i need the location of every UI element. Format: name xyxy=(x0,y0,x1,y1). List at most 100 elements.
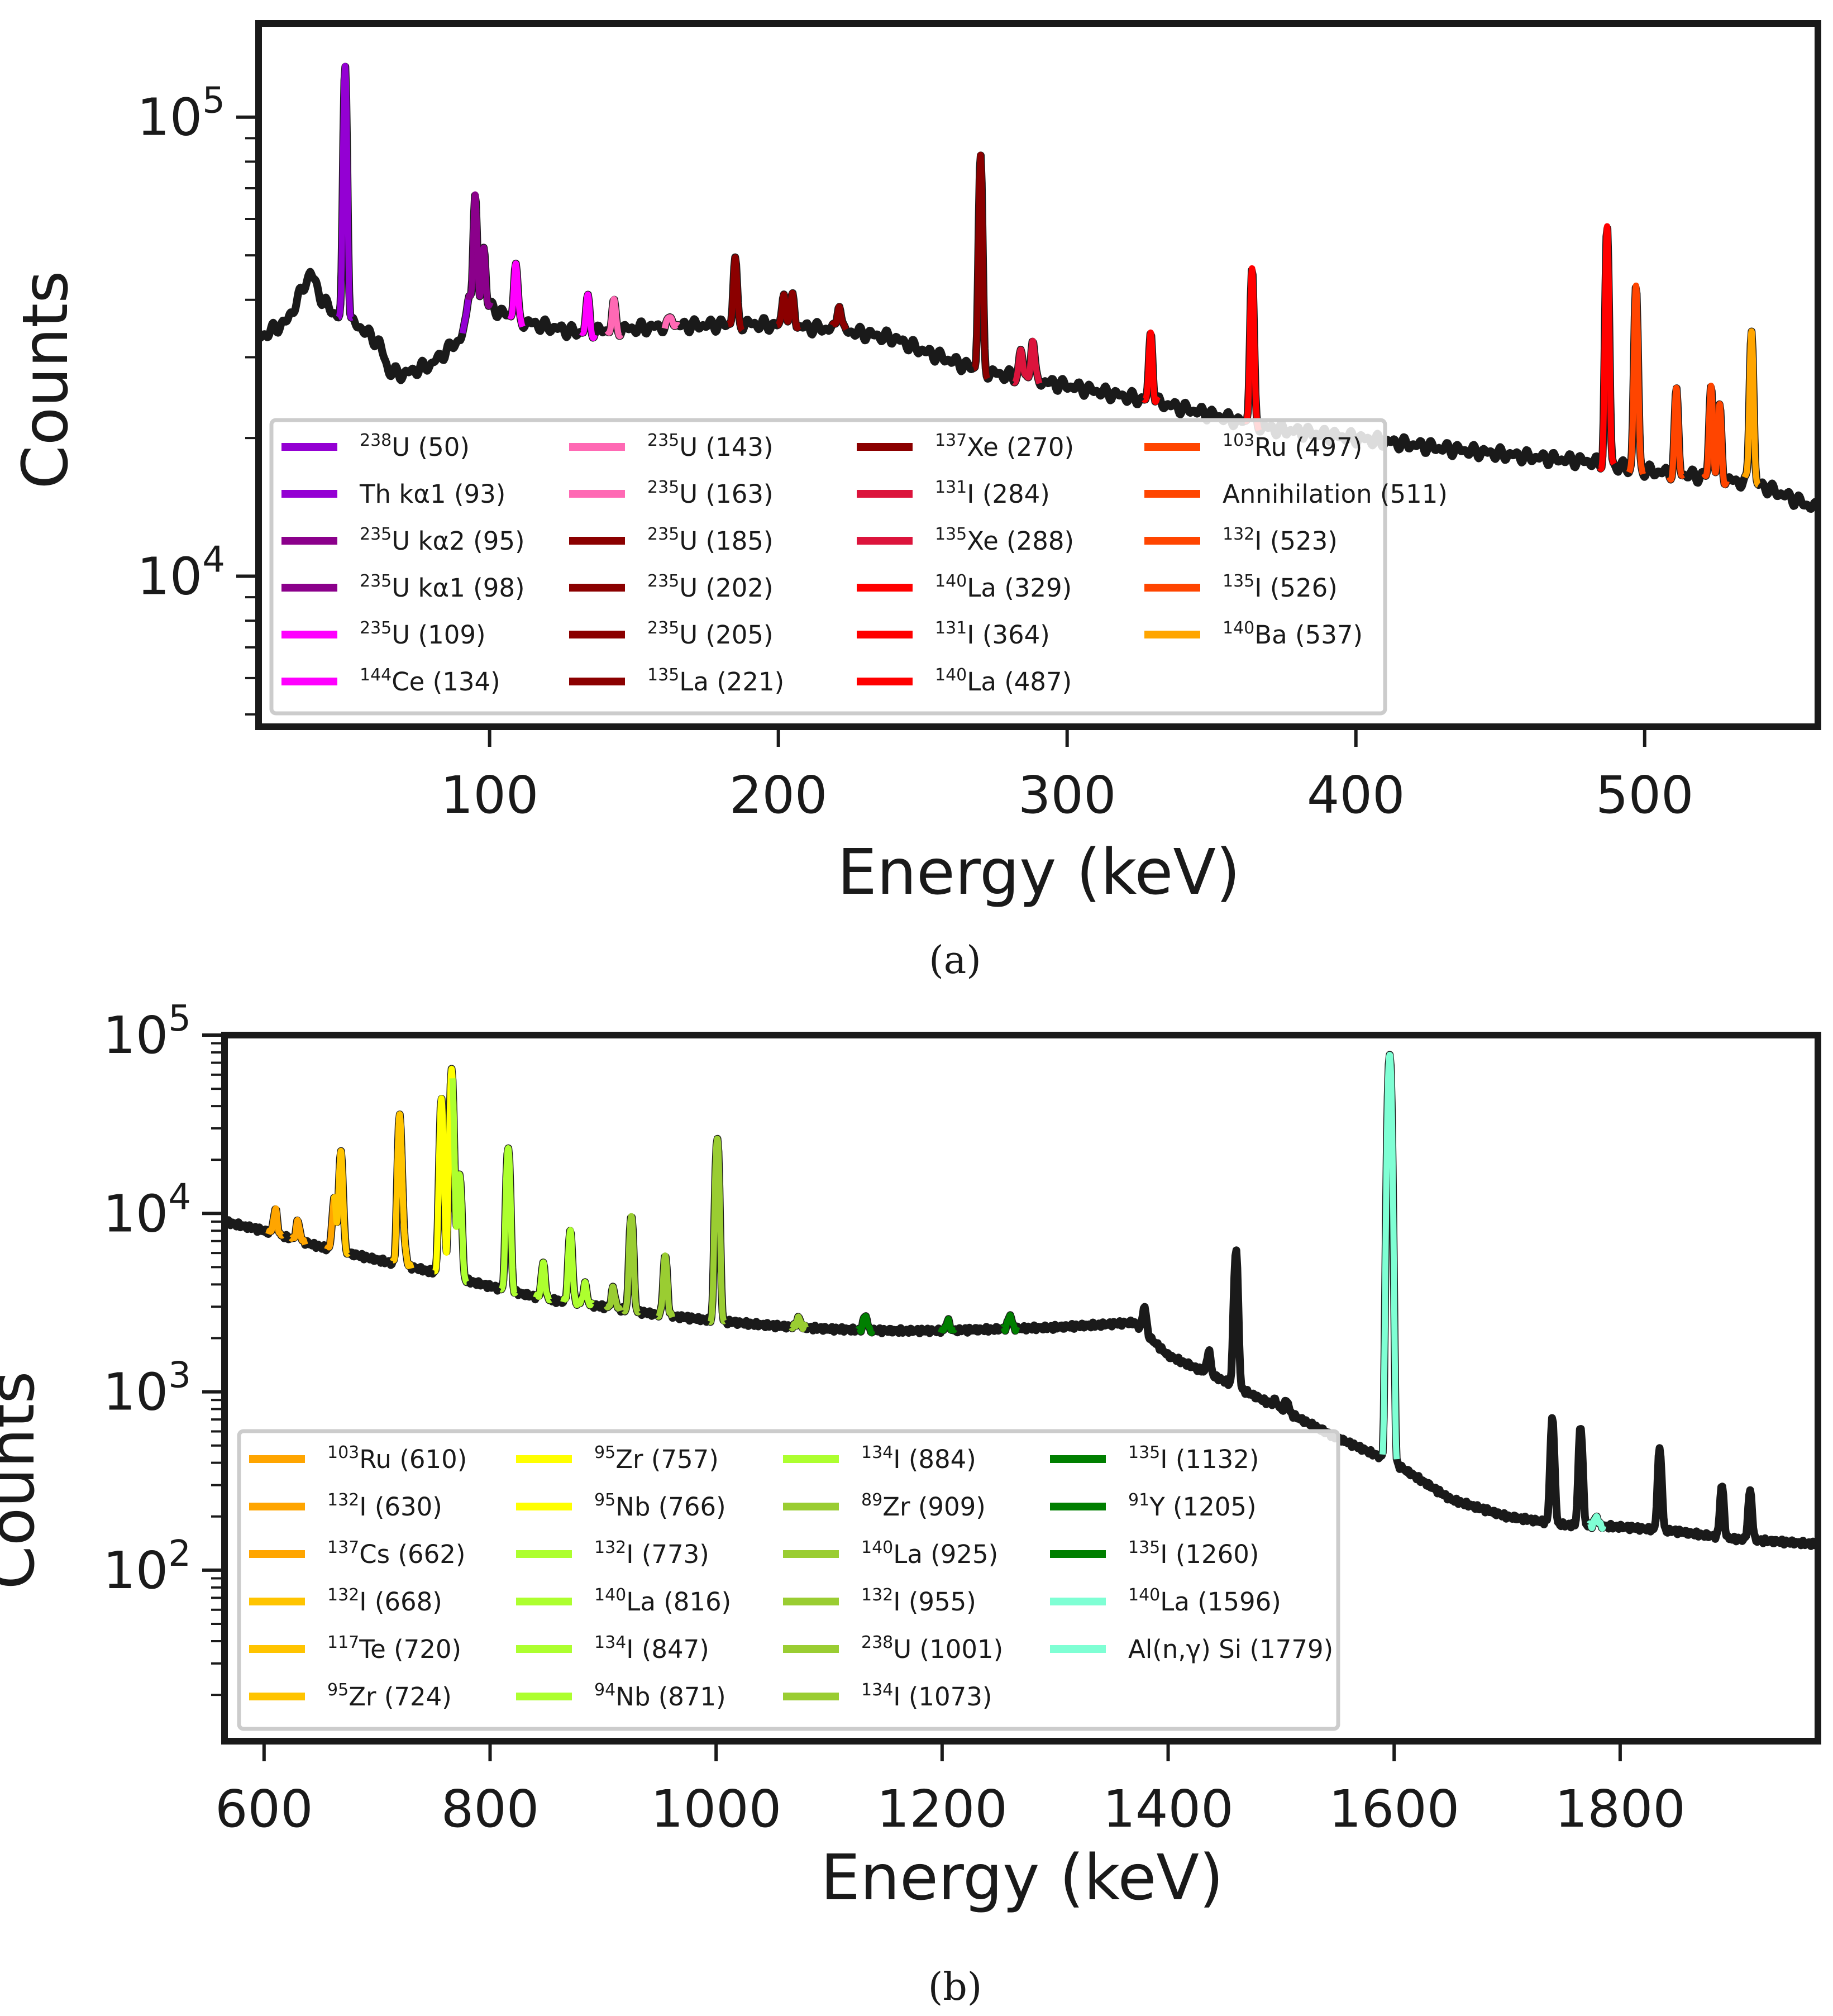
peak-fit-17 xyxy=(1597,223,1617,472)
legend-label: Th kα1 (93) xyxy=(359,479,505,509)
x-tick-label: 300 xyxy=(1018,765,1116,825)
legend-label: 135I (1260) xyxy=(1128,1538,1259,1569)
peak-fit-8 xyxy=(725,254,745,333)
peak-fit-21 xyxy=(1379,1051,1400,1460)
peak-fit-5 xyxy=(394,1111,414,1271)
peak-fit-11 xyxy=(829,303,849,332)
y-tick-label: 105 xyxy=(137,80,225,147)
legend-label: 144Ce (134) xyxy=(360,665,500,697)
legend-label: 132I (955) xyxy=(861,1585,976,1617)
legend-label: 135I (1132) xyxy=(1128,1443,1259,1474)
peak-fit-13 xyxy=(603,1283,623,1313)
peak-fit-9 xyxy=(498,1145,518,1297)
legend-label: 131I (284) xyxy=(935,478,1050,509)
plot-area xyxy=(225,1051,1818,1550)
legend-label: 235U (205) xyxy=(647,618,774,650)
legend-label: Al(n,γ) Si (1779) xyxy=(1128,1634,1333,1664)
y-axis-label: Counts xyxy=(0,1371,49,1590)
x-tick-label: 1600 xyxy=(1329,1779,1459,1839)
panel-caption: (b) xyxy=(928,1965,982,2009)
peak-fit-14 xyxy=(621,1213,642,1316)
legend-label: 235U kα1 (98) xyxy=(360,571,525,603)
legend-label: 235U (143) xyxy=(647,431,774,462)
legend-label: 134I (884) xyxy=(861,1443,976,1474)
y-tick-label: 102 xyxy=(103,1533,191,1600)
legend-label: 140La (487) xyxy=(935,665,1072,697)
legend-label: 235U (163) xyxy=(647,478,774,509)
x-tick-label: 1400 xyxy=(1102,1779,1233,1839)
legend-label: 132I (630) xyxy=(327,1490,442,1522)
peak-fit-4 xyxy=(505,260,526,330)
legend-label: 135La (221) xyxy=(647,665,784,697)
peak-fit-15 xyxy=(655,1252,676,1320)
legend-label: 95Nb (766) xyxy=(594,1490,726,1522)
x-tick-label: 1000 xyxy=(651,1779,781,1839)
legend-label: 140La (1596) xyxy=(1128,1585,1281,1617)
legend-label: 137Xe (270) xyxy=(935,431,1074,462)
legend-label: 235U kα2 (95) xyxy=(360,525,525,556)
panel-caption: (a) xyxy=(929,938,981,983)
x-tick-label: 800 xyxy=(441,1779,540,1839)
y-axis-label: Counts xyxy=(9,271,82,489)
legend-label: 95Zr (757) xyxy=(594,1443,719,1474)
peak-fit-15 xyxy=(1141,329,1161,405)
legend-label: 132I (668) xyxy=(327,1585,442,1617)
peak-fit-11 xyxy=(560,1227,580,1308)
x-tick-label: 400 xyxy=(1307,765,1405,825)
peak-fit-8 xyxy=(449,1078,470,1285)
peak-fit-16 xyxy=(1242,265,1262,433)
peak-fit-5 xyxy=(577,291,598,341)
legend-label: 238U (1001) xyxy=(861,1633,1003,1664)
peak-fit-22 xyxy=(1741,328,1762,488)
x-tick-label: 600 xyxy=(215,1779,313,1839)
peak-fit-22 xyxy=(1586,1513,1607,1532)
plot-area xyxy=(259,63,1818,513)
legend-label: 89Zr (909) xyxy=(861,1490,986,1522)
panel-a: 100 200 300 400 500 104 105 Counts Energy (keV) 2… xyxy=(9,20,1821,983)
plot-frame xyxy=(221,1032,1821,1745)
peak-fit-10 xyxy=(533,1259,553,1304)
legend-label: 137Cs (662) xyxy=(327,1538,465,1569)
panel-b: 600 800 1000 1200 1400 1600 1800 102 103 104 105 Co… xyxy=(0,998,1821,2009)
legend-label: 117Te (720) xyxy=(327,1633,461,1664)
legend-label: 134I (1073) xyxy=(861,1680,992,1712)
legend-label: 132I (523) xyxy=(1223,525,1338,556)
peak-fit-10 xyxy=(782,289,803,331)
y-tick-label: 104 xyxy=(103,1176,191,1243)
legend: 103Ru (610) 132I (630) 137Cs (662) 132I (66… xyxy=(237,1429,1340,1731)
legend-label: 134I (847) xyxy=(594,1633,709,1664)
legend-label: 235U (185) xyxy=(647,525,774,556)
peak-fit-1 xyxy=(335,63,355,321)
x-tick-label: 1200 xyxy=(877,1779,1008,1839)
legend-label: 135Xe (288) xyxy=(935,525,1074,556)
x-tick-label: 1800 xyxy=(1555,1779,1686,1839)
x-tick-label: 100 xyxy=(441,765,539,825)
legend-label: 235U (202) xyxy=(647,571,774,603)
peak-fit-16 xyxy=(707,1136,727,1326)
x-axis-label: Energy (keV) xyxy=(837,836,1240,909)
peak-fit-19 xyxy=(938,1316,958,1336)
legend-label: Annihilation (511) xyxy=(1223,479,1448,509)
y-tick-label: 105 xyxy=(103,998,191,1065)
x-axis-label: Energy (keV) xyxy=(820,1842,1224,1914)
peak-fit-3 xyxy=(474,230,494,309)
peak-fit-3 xyxy=(331,1148,351,1257)
legend: 238U (50) Th kα1 (93) 235U kα2 (95) 235U kα… xyxy=(269,418,1448,716)
x-tick-label: 500 xyxy=(1596,765,1694,825)
peak-fit-18 xyxy=(855,1313,876,1336)
peak-fit-12 xyxy=(971,151,991,382)
peak-fit-20 xyxy=(1000,1312,1020,1335)
legend-label: 140Ba (537) xyxy=(1223,618,1363,650)
peak-fit-12 xyxy=(575,1279,595,1309)
legend-label: 131I (364) xyxy=(935,618,1050,650)
peak-fit-19 xyxy=(1667,384,1687,483)
peak-fit-1 xyxy=(288,1217,308,1247)
peak-fit-21 xyxy=(1710,401,1730,488)
legend-label: 140La (925) xyxy=(861,1538,998,1569)
legend-label: 135I (526) xyxy=(1223,571,1338,603)
y-tick-label: 103 xyxy=(103,1355,191,1422)
peak-fit-0 xyxy=(265,1205,285,1239)
legend-label: 103Ru (610) xyxy=(327,1443,467,1474)
legend-label: 95Zr (724) xyxy=(327,1680,452,1712)
peak-fit-6 xyxy=(604,296,624,340)
